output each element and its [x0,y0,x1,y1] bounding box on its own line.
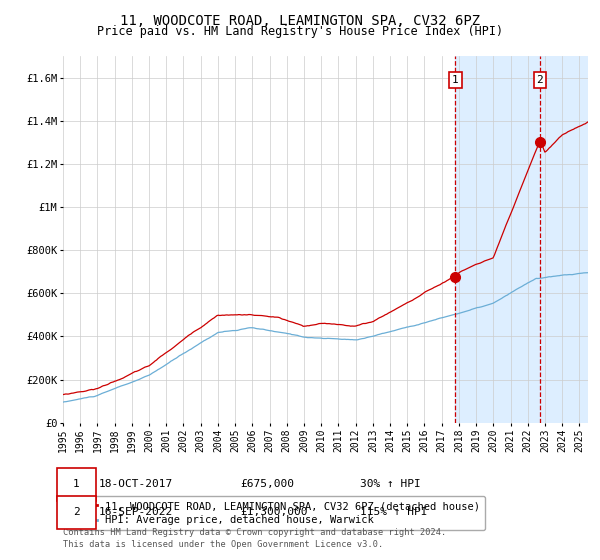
Text: 2: 2 [73,507,80,517]
Text: 1: 1 [73,479,80,489]
Text: 16-SEP-2022: 16-SEP-2022 [99,507,173,517]
Text: 1: 1 [452,74,459,85]
Text: Contains HM Land Registry data © Crown copyright and database right 2024.
This d: Contains HM Land Registry data © Crown c… [63,528,446,549]
Text: 2: 2 [536,74,544,85]
Text: 30% ↑ HPI: 30% ↑ HPI [360,479,421,489]
Text: 11, WOODCOTE ROAD, LEAMINGTON SPA, CV32 6PZ: 11, WOODCOTE ROAD, LEAMINGTON SPA, CV32 … [120,14,480,28]
Text: 18-OCT-2017: 18-OCT-2017 [99,479,173,489]
Text: Price paid vs. HM Land Registry's House Price Index (HPI): Price paid vs. HM Land Registry's House … [97,25,503,38]
Text: £1,300,000: £1,300,000 [240,507,308,517]
Text: £675,000: £675,000 [240,479,294,489]
Legend: 11, WOODCOTE ROAD, LEAMINGTON SPA, CV32 6PZ (detached house), HPI: Average price: 11, WOODCOTE ROAD, LEAMINGTON SPA, CV32 … [65,496,485,530]
Text: 115% ↑ HPI: 115% ↑ HPI [360,507,427,517]
Bar [455,56,588,423]
